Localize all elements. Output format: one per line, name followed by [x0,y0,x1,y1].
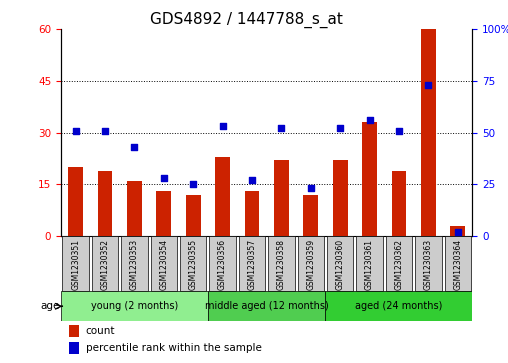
Text: GSM1230354: GSM1230354 [160,239,168,290]
Text: middle aged (12 months): middle aged (12 months) [205,301,329,311]
Text: GSM1230352: GSM1230352 [101,239,110,290]
Bar [362,122,377,236]
Text: percentile rank within the sample: percentile rank within the sample [86,343,262,353]
Point [101,128,109,134]
Point [72,128,80,134]
Point [248,177,256,183]
FancyBboxPatch shape [208,291,326,321]
Bar [303,195,318,236]
Bar [392,171,406,236]
Text: GSM1230353: GSM1230353 [130,239,139,290]
FancyBboxPatch shape [356,236,383,291]
FancyBboxPatch shape [239,236,265,291]
Bar [245,191,260,236]
Text: young (2 months): young (2 months) [91,301,178,311]
FancyBboxPatch shape [92,236,118,291]
FancyBboxPatch shape [268,236,295,291]
Point [395,128,403,134]
FancyBboxPatch shape [298,236,324,291]
FancyBboxPatch shape [62,236,89,291]
FancyBboxPatch shape [326,291,472,321]
Text: GSM1230355: GSM1230355 [188,239,198,290]
FancyBboxPatch shape [61,291,208,321]
Point [336,126,344,131]
FancyBboxPatch shape [444,236,471,291]
Bar [421,29,436,236]
Bar [127,181,142,236]
Bar [156,191,171,236]
Point [218,123,227,129]
FancyBboxPatch shape [386,236,412,291]
Point [131,144,139,150]
Text: GSM1230351: GSM1230351 [71,239,80,290]
Bar [333,160,347,236]
FancyBboxPatch shape [415,236,441,291]
Bar [69,342,79,354]
Point [307,185,315,191]
Text: GSM1230356: GSM1230356 [218,239,227,290]
Text: GSM1230360: GSM1230360 [336,239,345,290]
Point [277,126,285,131]
Text: count: count [86,326,115,335]
Title: GDS4892 / 1447788_s_at: GDS4892 / 1447788_s_at [150,12,342,28]
Point [160,175,168,181]
FancyBboxPatch shape [327,236,354,291]
Text: GSM1230358: GSM1230358 [277,239,286,290]
FancyBboxPatch shape [209,236,236,291]
Text: GSM1230359: GSM1230359 [306,239,315,290]
Bar [274,160,289,236]
Bar [451,226,465,236]
Text: age: age [40,301,59,311]
Point [365,117,373,123]
Text: GSM1230361: GSM1230361 [365,239,374,290]
FancyBboxPatch shape [180,236,206,291]
Point [189,182,197,187]
Bar [186,195,201,236]
Point [454,229,462,235]
Bar [98,171,112,236]
FancyBboxPatch shape [150,236,177,291]
FancyBboxPatch shape [121,236,148,291]
Text: GSM1230357: GSM1230357 [247,239,257,290]
Point [424,82,432,88]
Bar [69,325,79,337]
Text: aged (24 months): aged (24 months) [355,301,442,311]
Text: GSM1230364: GSM1230364 [453,239,462,290]
Text: GSM1230362: GSM1230362 [394,239,403,290]
Bar [215,157,230,236]
Text: GSM1230363: GSM1230363 [424,239,433,290]
Bar [68,167,83,236]
